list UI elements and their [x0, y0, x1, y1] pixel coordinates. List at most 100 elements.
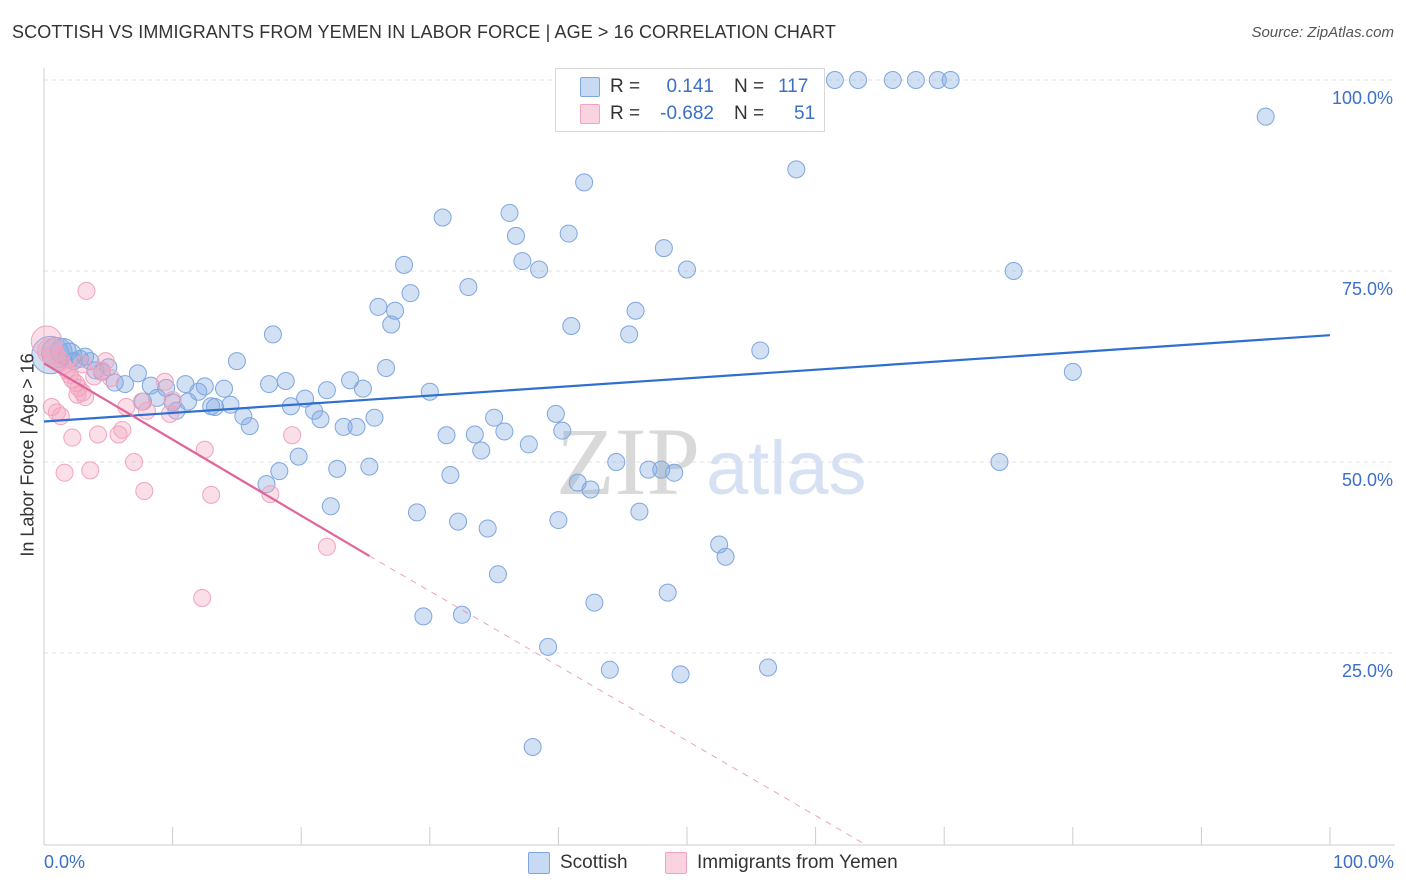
scottish-point	[441, 465, 460, 484]
legend-n-label: N =	[734, 76, 765, 97]
yemen-point	[132, 392, 151, 411]
scottish-point	[639, 460, 658, 479]
yemen-point	[101, 368, 120, 387]
chart-title: SCOTTISH VS IMMIGRANTS FROM YEMEN IN LAB…	[12, 22, 837, 42]
scottish-point	[626, 301, 645, 320]
yemen-points	[30, 281, 336, 607]
scottish-point	[678, 260, 696, 279]
yemen-point	[202, 485, 221, 504]
grid-lines	[44, 79, 1395, 654]
scottish-point	[407, 503, 426, 522]
scottish-legend-swatch	[528, 852, 550, 874]
scottish-point	[369, 297, 388, 316]
yemen-point	[77, 281, 96, 300]
y-tick-label: 25.0%	[1342, 661, 1393, 681]
scottish-point	[1063, 362, 1082, 381]
scottish-point	[506, 226, 525, 245]
legend-n-value: 117	[778, 76, 809, 97]
scottish-point	[849, 71, 868, 89]
yemen-point	[73, 355, 92, 374]
yemen-trend-line	[43, 362, 370, 557]
scottish-point	[665, 463, 684, 482]
yemen-point	[135, 482, 154, 501]
scottish-point	[519, 435, 538, 454]
yemen-point	[113, 420, 132, 439]
series-legend-label: Immigrants from Yemen	[697, 852, 898, 873]
yemen-point	[125, 453, 144, 471]
series-legend-yemen: Immigrants from Yemen	[665, 852, 898, 874]
scottish-point	[353, 379, 372, 398]
scottish-point	[716, 547, 735, 566]
scottish-point	[128, 364, 147, 383]
scottish-point	[347, 417, 366, 436]
scottish-point	[523, 737, 542, 756]
scottish-point	[465, 425, 484, 444]
scottish-point	[382, 315, 401, 334]
scottish-point	[478, 519, 497, 538]
legend-r-value: 0.141	[666, 76, 714, 97]
y-tick-label: 75.0%	[1342, 279, 1393, 299]
y-tick-labels: 25.0% 50.0% 75.0% 100.0%	[1332, 88, 1393, 681]
scottish-point	[928, 71, 947, 89]
yemen-point	[96, 352, 115, 371]
scottish-point	[276, 372, 295, 391]
scottish-point	[260, 375, 279, 394]
scottish-point	[270, 462, 289, 481]
yemen-point	[42, 397, 61, 416]
legend-r-value: -0.682	[660, 103, 714, 124]
scottish-point	[500, 203, 519, 222]
y-axis-title: In Labor Force | Age > 16	[17, 353, 38, 557]
scottish-point	[1256, 107, 1275, 126]
scottish-point	[195, 377, 214, 396]
scottish-point	[513, 252, 532, 271]
yemen-trend-extension	[369, 555, 865, 845]
series-legend-label: Scottish	[560, 852, 628, 873]
scottish-point	[360, 457, 379, 476]
scottish-point	[386, 301, 405, 320]
scottish-point	[787, 160, 806, 179]
scottish-point	[433, 208, 452, 227]
scottish-point	[472, 441, 491, 460]
scottish-point	[581, 480, 600, 499]
scottish-point	[240, 417, 259, 436]
scottish-trend-line	[43, 334, 1331, 423]
scottish-point	[559, 224, 578, 243]
scottish-point	[459, 278, 478, 297]
scottish-point	[654, 239, 673, 258]
scottish-point	[206, 397, 225, 416]
scottish-point	[414, 607, 433, 626]
scottish-point	[671, 665, 690, 684]
yemen-swatch	[580, 104, 600, 124]
scottish-point	[600, 660, 619, 679]
scottish-point	[57, 342, 83, 368]
scottish-point	[751, 341, 770, 360]
scottish-point	[575, 173, 594, 192]
scottish-point	[562, 317, 581, 336]
scottish-point	[539, 637, 558, 656]
legend-n-value: 51	[794, 103, 816, 124]
scottish-point	[549, 511, 568, 530]
scottish-point	[289, 447, 308, 466]
scottish-point	[607, 453, 626, 471]
scottish-point	[311, 410, 330, 429]
scottish-point	[495, 422, 514, 441]
correlation-legend: R = 0.141 N = 117 R = -0.682 N = 51	[555, 68, 825, 132]
scottish-point	[630, 502, 649, 521]
scottish-point	[437, 426, 456, 445]
scottish-point	[449, 512, 468, 531]
yemen-point	[81, 461, 100, 480]
yemen-point	[261, 485, 280, 504]
series-legend: Scottish Immigrants from Yemen	[0, 852, 1406, 878]
scottish-point	[377, 359, 396, 378]
x-tick-label-min: 0.0%	[44, 852, 86, 872]
legend-row-scottish: R = 0.141 N = 117	[580, 74, 808, 100]
scottish-point	[488, 565, 507, 584]
scottish-point	[452, 605, 471, 624]
scottish-point	[365, 408, 384, 427]
scottish-point	[485, 408, 504, 427]
watermark: ZIP atlas	[556, 408, 867, 515]
yemen-point	[155, 372, 174, 391]
scottish-point	[395, 255, 414, 274]
x-tick-label-max: 100.0%	[1332, 852, 1394, 872]
scottish-point	[215, 379, 234, 398]
